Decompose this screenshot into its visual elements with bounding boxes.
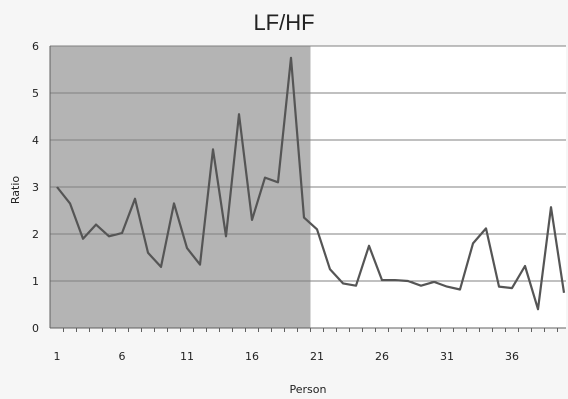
x-axis-title: Person	[290, 383, 327, 396]
chart-title: LF/HF	[253, 10, 314, 35]
y-tick-label: 5	[32, 87, 39, 100]
series-line	[56, 56, 566, 311]
y-tick-label: 2	[32, 228, 39, 241]
x-tick-label: 26	[375, 350, 389, 363]
y-tick-label: 1	[32, 275, 39, 288]
y-tick-label: 4	[32, 134, 39, 147]
x-tick-label: 11	[180, 350, 194, 363]
x-tick-label: 21	[310, 350, 324, 363]
y-tick-label: 0	[32, 322, 39, 335]
y-tick-label: 6	[32, 40, 39, 53]
x-tick-label: 36	[505, 350, 519, 363]
y-tick-label: 3	[32, 181, 39, 194]
x-tick-label: 16	[245, 350, 259, 363]
y-axis-title: Ratio	[9, 176, 22, 205]
x-tick-label: 31	[440, 350, 454, 363]
x-tick-label: 6	[119, 350, 126, 363]
x-tick-label: 1	[54, 350, 61, 363]
